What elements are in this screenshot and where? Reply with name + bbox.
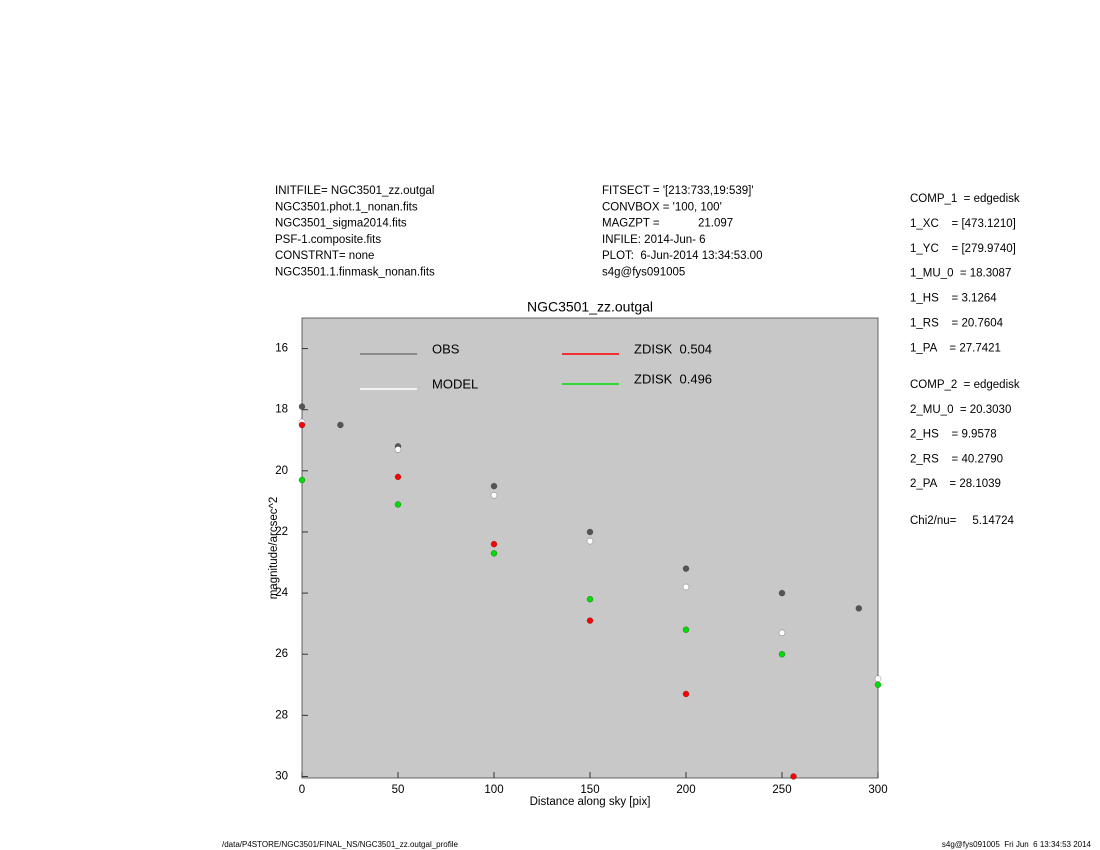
data-point — [298, 421, 306, 429]
header-line: PLOT: 6-Jun-2014 13:34:53.00 — [602, 250, 762, 262]
y-tick-label: 30 — [275, 771, 288, 783]
data-point — [490, 492, 498, 499]
header-line: CONSTRNT= none — [275, 250, 374, 262]
data-point — [490, 550, 498, 557]
data-point — [790, 773, 797, 780]
data-point — [682, 626, 690, 633]
data-point — [394, 446, 402, 453]
chart-title: NGC3501_zz.outgal — [527, 299, 653, 315]
header-line: FITSECT = '[213:733,19:539]' — [602, 185, 754, 197]
y-tick-label: 18 — [275, 404, 288, 416]
x-tick-label: 300 — [868, 784, 887, 796]
data-point — [682, 583, 690, 591]
legend-label: OBS — [432, 341, 460, 356]
header-line: CONVBOX = '100, 100' — [602, 201, 722, 213]
x-tick-label: 0 — [299, 784, 305, 796]
data-point — [337, 421, 344, 429]
param-line: 1_XC = [473.1210] — [910, 218, 1016, 230]
y-tick-label: 22 — [275, 526, 288, 538]
legend-label: ZDISK 0.496 — [634, 371, 712, 386]
y-tick-label: 16 — [275, 343, 288, 355]
y-tick-label: 26 — [275, 648, 288, 660]
param-line: 2_RS = 40.2790 — [910, 453, 1003, 465]
header-line: INFILE: 2014-Jun- 6 — [602, 234, 706, 246]
param-line: 1_PA = 27.7421 — [910, 342, 1001, 354]
data-point — [394, 473, 402, 481]
header-line: s4g@fys091005 — [602, 267, 685, 279]
data-point — [298, 476, 306, 484]
legend-label: MODEL — [432, 376, 478, 391]
x-axis-label: Distance along sky [pix] — [530, 796, 651, 808]
param-line: 1_RS = 20.7604 — [910, 318, 1004, 330]
data-point — [778, 629, 786, 636]
data-point — [586, 617, 594, 624]
data-point — [586, 528, 594, 536]
data-point — [394, 501, 402, 508]
data-point — [855, 605, 862, 612]
data-point — [874, 675, 882, 682]
footer-left: /data/P4STORE/NGC3501/FINAL_NS/NGC3501_z… — [222, 840, 459, 849]
data-point — [682, 565, 690, 572]
param-line: 2_HS = 9.9578 — [910, 429, 997, 441]
param-line: 1_MU_0 = 18.3087 — [910, 268, 1011, 280]
data-point — [490, 541, 498, 548]
param-line: 1_HS = 3.1264 — [910, 293, 997, 305]
header-line: NGC3501.1.finmask_nonan.fits — [275, 267, 435, 279]
chi2: Chi2/nu= 5.14724 — [910, 515, 1015, 527]
x-tick-label: 250 — [772, 784, 791, 796]
data-point — [490, 482, 498, 490]
y-axis-label: magnitude/arcsec^2 — [268, 497, 280, 600]
param-line: COMP_2 = edgedisk — [910, 379, 1020, 391]
data-point — [586, 537, 594, 545]
param-line: 2_MU_0 = 20.3030 — [910, 404, 1011, 416]
param-line: COMP_1 = edgedisk — [910, 193, 1020, 205]
data-point — [874, 681, 882, 688]
data-point — [682, 690, 690, 698]
data-point — [778, 589, 786, 597]
y-tick-label: 28 — [275, 709, 288, 721]
data-point — [778, 651, 786, 658]
param-line: 1_YC = [279.9740] — [910, 243, 1016, 255]
header-line: NGC3501.phot.1_nonan.fits — [275, 201, 418, 213]
legend-label: ZDISK 0.504 — [634, 341, 712, 356]
param-line: 2_PA = 28.1039 — [910, 478, 1001, 490]
plot-area — [301, 317, 879, 779]
header-line: NGC3501_sigma2014.fits — [275, 218, 407, 230]
header-line: MAGZPT = 21.097 — [602, 218, 733, 230]
footer-right: s4g@fys091005 Fri Jun 6 13:34:53 2014 — [942, 840, 1092, 849]
x-tick-label: 150 — [580, 784, 599, 796]
x-tick-label: 100 — [484, 784, 503, 796]
x-tick-label: 50 — [392, 784, 405, 796]
header-line: PSF-1.composite.fits — [275, 234, 381, 246]
y-tick-label: 24 — [275, 587, 288, 599]
data-point — [298, 403, 306, 410]
header-line: INITFILE= NGC3501_zz.outgal — [275, 185, 434, 197]
x-tick-label: 200 — [676, 784, 695, 796]
data-point — [586, 596, 594, 603]
y-tick-label: 20 — [275, 465, 288, 477]
